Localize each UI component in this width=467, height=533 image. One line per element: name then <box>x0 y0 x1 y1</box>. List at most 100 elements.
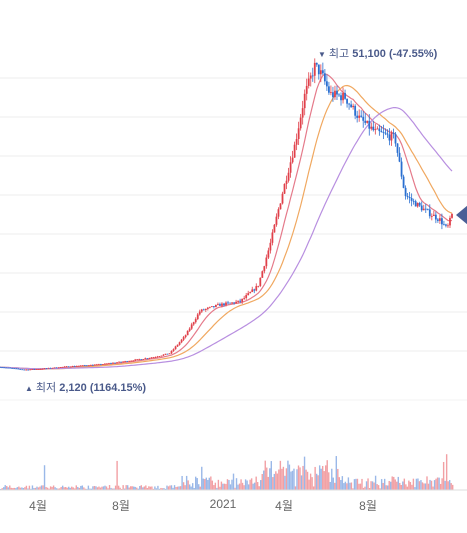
candle-body <box>192 322 195 325</box>
volume-bar <box>122 485 124 490</box>
volume-bar <box>128 487 130 490</box>
volume-bar <box>380 479 383 490</box>
volume-bar <box>300 475 303 490</box>
candle-body <box>3 367 5 369</box>
volume-bar <box>294 486 297 490</box>
volume-bar <box>77 486 79 490</box>
ma-mid-line <box>0 84 453 370</box>
volume-bar <box>178 486 180 490</box>
candle-body <box>1 367 3 369</box>
volume-bar <box>346 483 348 490</box>
candle-body <box>305 85 308 94</box>
volume-bar <box>93 485 96 490</box>
volume-bar <box>12 488 14 490</box>
volume-bar <box>343 483 345 490</box>
volume-bar <box>188 484 191 490</box>
volume-bar <box>335 456 337 490</box>
volume-bar <box>424 483 427 490</box>
candle-body <box>372 126 375 131</box>
candle-body <box>128 361 131 362</box>
volume-bar <box>146 488 149 490</box>
x-tick-label: 8월 <box>112 499 130 513</box>
candle-body <box>430 216 433 217</box>
candle-body <box>402 176 405 188</box>
volume-bar <box>101 486 103 490</box>
volume-bar <box>71 486 73 490</box>
volume-bar <box>15 488 17 490</box>
candle-body <box>249 291 252 294</box>
candle-body <box>323 73 326 82</box>
candle-body <box>231 302 233 304</box>
volume-bar <box>409 482 412 490</box>
volume-bar <box>167 486 170 490</box>
volume-bar <box>37 487 40 490</box>
volume-bar <box>105 486 108 490</box>
candlestick-series <box>0 58 453 371</box>
candle-body <box>247 293 250 296</box>
candle-body <box>376 128 379 130</box>
candle-body <box>303 93 306 109</box>
volume-bar <box>293 468 295 490</box>
low-value: 2,120 <box>59 382 87 394</box>
volume-bar <box>52 485 55 490</box>
volume-bar <box>143 486 146 490</box>
candle-body <box>118 361 120 363</box>
volume-bar <box>199 486 201 490</box>
candle-body <box>13 368 16 370</box>
volume-bar <box>136 487 138 490</box>
candle-body <box>245 295 248 298</box>
candle-body <box>57 367 60 369</box>
x-tick-label: 8월 <box>359 499 377 513</box>
volume-bar <box>365 481 368 490</box>
volume-bar <box>42 485 44 490</box>
candle-body <box>344 93 346 99</box>
volume-bar <box>281 468 283 490</box>
candle-body <box>354 105 357 116</box>
volume-bar <box>57 488 59 490</box>
candle-body <box>41 368 44 370</box>
volume-bar <box>397 476 399 490</box>
candle-body <box>158 356 161 357</box>
volume-bar <box>39 486 41 490</box>
volume-bar <box>331 468 333 490</box>
candle-body <box>319 70 322 75</box>
volume-bar <box>452 484 454 490</box>
volume-bar <box>405 484 407 490</box>
volume-bar <box>55 488 58 490</box>
volume-bar <box>317 475 319 490</box>
volume-bar <box>430 480 433 490</box>
volume-bars <box>0 454 467 491</box>
volume-bar <box>417 478 419 490</box>
current-price-marker[interactable] <box>456 205 467 225</box>
volume-bar <box>107 488 109 490</box>
volume-bar <box>325 465 327 490</box>
volume-bar <box>214 482 217 490</box>
volume-bar <box>264 460 266 490</box>
volume-bar <box>287 460 289 490</box>
volume-bar <box>311 477 313 490</box>
candle-body <box>356 115 359 118</box>
volume-bar <box>96 487 99 490</box>
candle-body <box>273 224 276 233</box>
candle-body <box>17 368 20 370</box>
volume-bar <box>450 483 452 490</box>
volume-bar <box>22 487 25 490</box>
volume-bar <box>408 480 410 490</box>
candle-body <box>350 104 353 108</box>
volume-bar <box>225 483 227 490</box>
candle-body <box>178 342 181 345</box>
candle-body <box>275 216 278 225</box>
candle-body <box>422 208 425 211</box>
volume-bar <box>198 484 200 490</box>
candle-body <box>426 208 429 210</box>
volume-bar <box>123 488 126 490</box>
candle-body <box>23 369 26 371</box>
volume-bar <box>352 488 354 490</box>
candle-body <box>418 202 421 206</box>
volume-bar <box>414 487 416 490</box>
candle-body <box>27 369 30 371</box>
candle-body <box>394 133 397 144</box>
x-tick-label: 2021 <box>209 497 237 511</box>
candle-body <box>67 366 70 368</box>
candle-body <box>144 358 147 360</box>
